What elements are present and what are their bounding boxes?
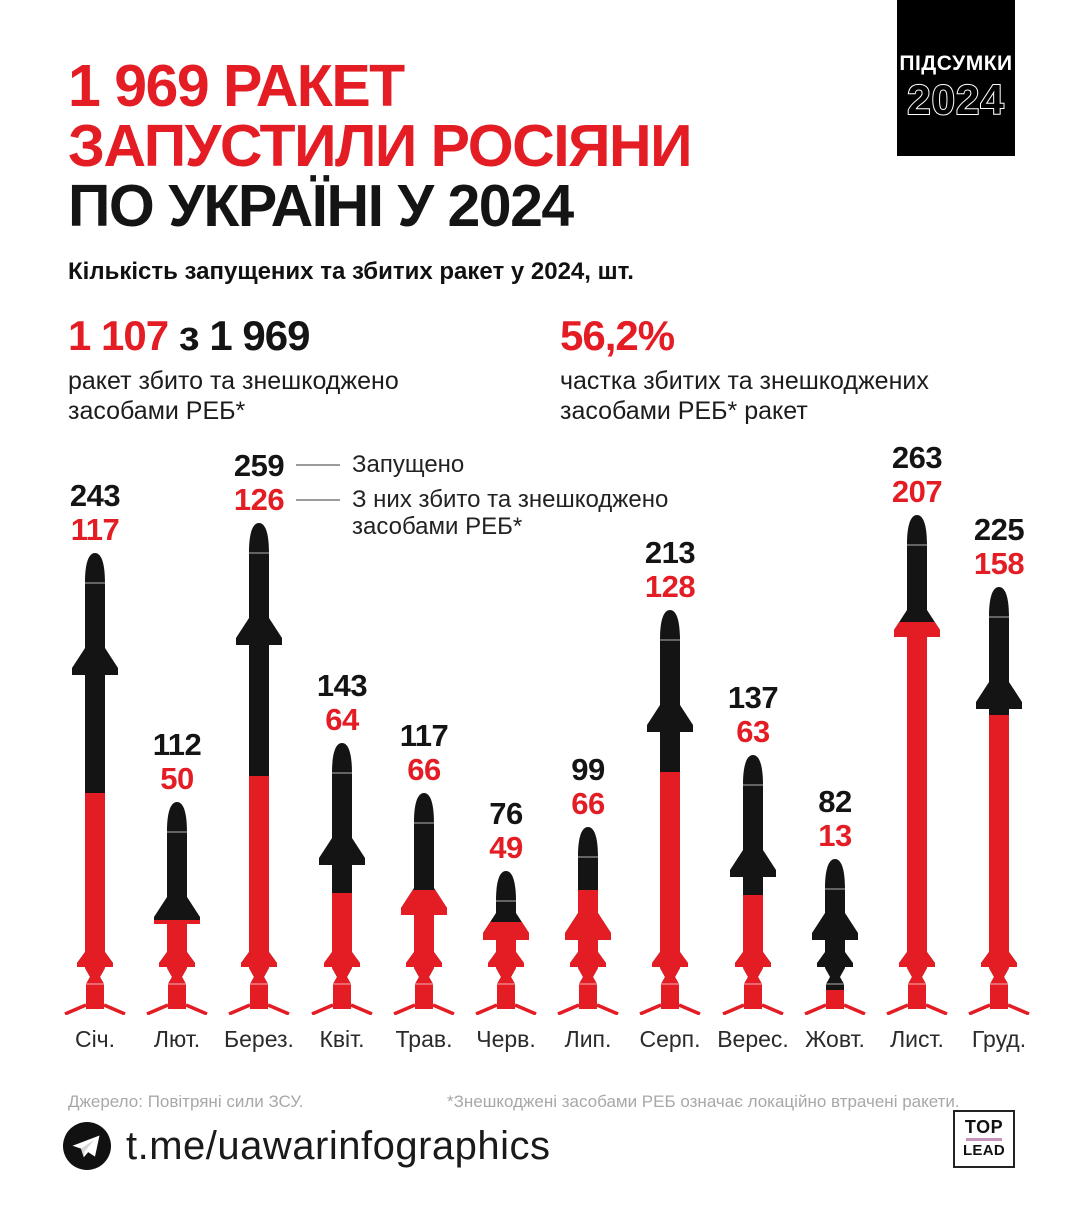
missile-bar bbox=[64, 553, 126, 1015]
value-downed: 126 bbox=[233, 482, 285, 517]
missile-bar bbox=[886, 515, 948, 1015]
month-label: Квіт. bbox=[319, 1026, 365, 1052]
month-label: Берез. bbox=[224, 1026, 294, 1052]
value-downed: 66 bbox=[407, 752, 441, 787]
stat-share-desc: частка збитих та знешкоджених засобами Р… bbox=[560, 367, 929, 425]
month-label: Верес. bbox=[717, 1026, 789, 1052]
missile-column-8: 213 128 bbox=[629, 440, 711, 1015]
stat-launched-number: з 1 969 bbox=[178, 312, 311, 359]
missile-column-10: 82 13 bbox=[794, 440, 876, 1015]
telegram-footer: t.me/uawarinfographics bbox=[62, 1121, 551, 1171]
toplead-divider bbox=[966, 1138, 1002, 1141]
definition-note: *Знешкоджені засобами РЕБ означає локаці… bbox=[447, 1092, 960, 1111]
stat-share-value: 56,2% bbox=[560, 312, 675, 359]
month-label: Груд. bbox=[971, 1026, 1027, 1052]
missile-column-2: 112 50 bbox=[136, 440, 218, 1015]
value-downed: 50 bbox=[160, 761, 194, 796]
missile-column-9: 137 63 bbox=[712, 440, 794, 1015]
page-title: 1 969 РАКЕТ ЗАПУСТИЛИ РОСІЯНИ ПО УКРАЇНІ… bbox=[68, 53, 693, 239]
toplead-logo: TOP LEAD bbox=[953, 1110, 1015, 1168]
month-label: Січ. bbox=[74, 1026, 116, 1052]
month-label: Лип. bbox=[564, 1026, 612, 1052]
value-downed: 158 bbox=[973, 546, 1025, 581]
telegram-handle-link[interactable]: t.me/uawarinfographics bbox=[126, 1123, 551, 1168]
value-launched: 143 bbox=[316, 668, 368, 703]
missile-column-12: 225 158 bbox=[958, 440, 1040, 1015]
title-line3: ПО УКРАЇНІ У 2024 bbox=[68, 173, 574, 239]
source-note: Джерело: Повітряні сили ЗСУ. bbox=[68, 1092, 304, 1111]
missile-column-3: 259 126 bbox=[218, 440, 300, 1015]
missile-bar bbox=[393, 793, 455, 1015]
month-label: Черв. bbox=[476, 1026, 536, 1052]
month-label: Лист. bbox=[890, 1026, 944, 1052]
value-launched: 117 bbox=[399, 718, 449, 753]
badge-year-outline: 2024 bbox=[906, 75, 1004, 124]
missile-column-6: 76 49 bbox=[465, 440, 547, 1015]
value-downed: 207 bbox=[891, 474, 943, 509]
value-launched: 259 bbox=[233, 448, 285, 483]
missile-column-7: 99 66 bbox=[547, 440, 629, 1015]
value-downed: 66 bbox=[571, 786, 605, 821]
value-downed: 49 bbox=[489, 830, 523, 865]
value-downed: 63 bbox=[736, 714, 770, 749]
missile-bar bbox=[146, 802, 208, 1015]
missile-column-11: 263 207 bbox=[876, 440, 958, 1015]
missile-bar bbox=[639, 610, 701, 1015]
value-launched: 213 bbox=[644, 535, 696, 570]
missile-bar bbox=[475, 871, 537, 1015]
stat-downed-desc: ракет збито та знешкоджено засобами РЕБ* bbox=[68, 367, 399, 425]
value-launched: 99 bbox=[571, 752, 605, 787]
missile-bar bbox=[311, 743, 373, 1015]
svg-text:2024: 2024 bbox=[907, 76, 1004, 123]
value-launched: 112 bbox=[152, 727, 202, 762]
missile-bar bbox=[968, 587, 1030, 1015]
month-label: Жовт. bbox=[805, 1026, 865, 1052]
missile-bar bbox=[557, 827, 619, 1015]
title-line1: 1 969 РАКЕТ bbox=[68, 53, 405, 119]
stat-downed-total: 1 107 з 1 969 ракет збито та знешкоджено… bbox=[68, 314, 399, 426]
missile-bar bbox=[228, 523, 290, 1015]
legend-downed: З них збито та знешкоджено засобами РЕБ* bbox=[296, 486, 668, 540]
value-launched: 76 bbox=[489, 796, 523, 831]
telegram-icon bbox=[63, 1122, 111, 1170]
missile-bar bbox=[804, 859, 866, 1015]
stat-downed-value: 1 107 з 1 969 bbox=[68, 314, 399, 358]
value-downed: 64 bbox=[325, 702, 359, 737]
value-downed: 117 bbox=[70, 512, 120, 547]
value-launched: 243 bbox=[69, 478, 121, 513]
stat-downed-share: 56,2% частка збитих та знешкоджених засо… bbox=[560, 314, 929, 426]
month-label: Трав. bbox=[395, 1026, 453, 1052]
missile-column-5: 117 66 bbox=[383, 440, 465, 1015]
value-launched: 263 bbox=[891, 440, 943, 475]
value-launched: 137 bbox=[727, 680, 779, 715]
legend-dash-icon bbox=[296, 499, 340, 501]
legend-launched: Запущено bbox=[296, 451, 464, 478]
missile-column-4: 143 64 bbox=[301, 440, 383, 1015]
value-launched: 82 bbox=[818, 784, 852, 819]
year-badge: ПІДСУМКИ 2024 bbox=[897, 0, 1015, 156]
value-downed: 13 bbox=[818, 818, 852, 853]
missile-column-1: 243 117 bbox=[54, 440, 136, 1015]
value-launched: 225 bbox=[973, 512, 1025, 547]
month-label: Лют. bbox=[153, 1026, 201, 1052]
stat-downed-number: 1 107 bbox=[68, 312, 169, 359]
badge-label: ПІДСУМКИ bbox=[899, 52, 1013, 75]
missile-bar bbox=[722, 755, 784, 1015]
legend-dash-icon bbox=[296, 464, 340, 466]
title-line2: ЗАПУСТИЛИ РОСІЯНИ bbox=[68, 113, 693, 179]
month-label: Серп. bbox=[639, 1026, 701, 1052]
value-downed: 128 bbox=[644, 569, 696, 604]
chart-subtitle: Кількість запущених та збитих ракет у 20… bbox=[68, 258, 634, 285]
